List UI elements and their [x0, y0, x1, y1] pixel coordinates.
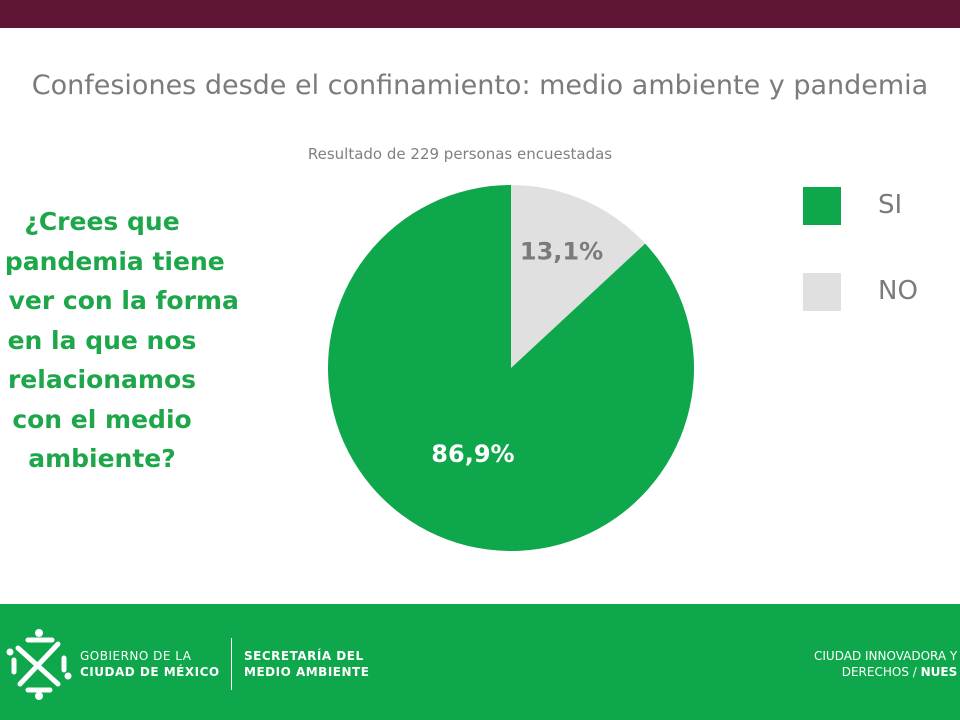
legend-swatch-si	[803, 187, 841, 225]
gov-cdmx-text: GOBIERNO DE LA CIUDAD DE MÉXICO	[80, 648, 220, 680]
question-line: en la que nos	[7, 325, 197, 355]
slogan-line-2a: DERECHOS /	[841, 665, 921, 679]
footer-divider	[231, 638, 232, 690]
pie-slice-no	[511, 185, 646, 368]
question-line: con el medio	[12, 404, 192, 434]
sec-line-2: MEDIO AMBIENTE	[244, 665, 370, 679]
gov-line-1: GOBIERNO DE LA	[80, 649, 192, 663]
data-label-no: 13,1%	[520, 237, 603, 265]
footer-bar: GOBIERNO DE LA CIUDAD DE MÉXICO SECRETAR…	[0, 604, 960, 720]
question-line: ue ver con la forma	[0, 286, 239, 315]
slogan-line-2b: NUES	[920, 665, 958, 679]
legend-label-si: SI	[878, 190, 903, 220]
page-title: Confesiones desde el confinamiento: medi…	[31, 70, 929, 101]
sec-line-1: SECRETARÍA DEL	[244, 649, 364, 663]
slogan-line-2: DERECHOS / NUES	[814, 664, 958, 680]
question-line: ¿Crees que	[24, 207, 180, 236]
slogan-text: CIUDAD INNOVADORA Y DERECHOS / NUES	[814, 648, 957, 680]
cdmx-logo-icon	[6, 629, 72, 700]
chart-subtitle: Resultado de 229 personas encuestadas	[307, 145, 613, 163]
question-line: ambiente?	[28, 444, 176, 473]
gov-line-2: CIUDAD DE MÉXICO	[80, 665, 220, 679]
survey-question: ¿Crees que a pandemia tiene ue ver con l…	[0, 202, 252, 479]
legend-swatch-no	[803, 273, 841, 311]
secretaria-text: SECRETARÍA DEL MEDIO AMBIENTE	[244, 648, 369, 680]
data-label-si: 86,9%	[431, 440, 514, 468]
pie-chart: 13,1% 86,9%	[328, 185, 694, 552]
pie-slice-si	[328, 185, 694, 552]
top-bar	[0, 0, 960, 28]
question-line: relacionamos	[7, 365, 197, 394]
slogan-line-1: CIUDAD INNOVADORA Y	[814, 649, 958, 663]
legend-label-no: NO	[878, 276, 918, 306]
question-line: a pandemia tiene	[0, 246, 225, 276]
